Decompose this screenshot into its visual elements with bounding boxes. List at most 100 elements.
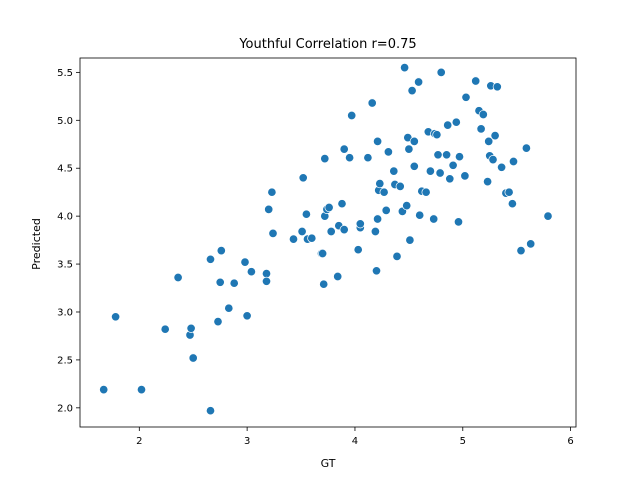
data-point [454,152,465,162]
data-point [516,246,526,256]
data-point [345,153,355,163]
data-point [370,226,380,237]
data-point [392,251,402,261]
y-axis-ticks: 2.0 2.5 3.0 3.5 4.0 4.5 5.0 5.5 [57,68,80,414]
data-point [436,67,446,77]
data-point [301,209,311,219]
data-point [432,130,442,140]
data-point [297,226,307,237]
data-point [111,312,121,322]
data-point [471,76,481,86]
data-points [99,63,553,416]
x-tick-label: 3 [244,436,250,447]
data-point [205,254,216,264]
data-point [324,202,334,213]
data-point [371,266,382,276]
y-tick-label: 2.0 [57,403,73,414]
data-point [215,277,225,287]
data-point [339,225,349,235]
data-point [400,63,410,73]
data-point [507,199,517,209]
data-point [367,98,377,108]
data-point [508,156,519,167]
data-point [188,353,198,363]
plot-frame [79,57,577,428]
data-point [442,150,452,160]
data-point [99,385,109,395]
x-axis-ticks: 2 3 4 5 6 [136,427,574,447]
data-point [355,219,365,229]
data-point [240,257,250,267]
data-point [483,177,493,187]
data-point [381,205,391,215]
data-point [373,214,383,224]
data-point [448,160,458,170]
data-point [267,187,277,197]
data-point [490,131,500,141]
data-point [264,204,274,214]
data-point [298,173,308,183]
data-point [414,77,424,87]
data-point [543,211,553,221]
data-point [375,179,385,189]
data-point [318,248,328,259]
data-point [425,166,435,176]
data-point [526,239,536,249]
data-point [186,323,196,333]
data-point [451,117,461,127]
data-point [484,136,494,146]
data-point [453,217,464,227]
data-point [488,155,498,165]
data-point [261,276,272,286]
data-point [320,154,330,164]
chart-title: Youthful Correlation r=0.75 [238,37,416,52]
y-tick-label: 5.0 [57,116,73,127]
data-point [339,144,349,154]
x-tick-label: 5 [460,436,466,447]
data-point [216,246,226,256]
data-point [268,228,278,238]
x-tick-label: 6 [567,436,573,447]
y-axis-label: Predicted [30,218,43,270]
data-point [288,234,299,244]
data-point [261,269,272,279]
data-point [497,162,507,172]
data-point [404,144,414,154]
data-point [246,267,256,277]
data-point [443,120,453,130]
data-point [136,385,147,395]
data-point [433,150,443,160]
data-point [337,199,347,209]
data-point [405,235,415,245]
data-point [415,210,425,220]
data-point [492,82,502,92]
data-point [353,245,363,255]
data-point [460,171,470,181]
data-point [476,124,486,134]
data-point [421,187,431,197]
y-tick-label: 2.5 [57,355,73,366]
data-point [429,214,439,224]
data-point [461,92,471,102]
data-point [445,174,455,184]
data-point [504,187,514,197]
y-tick-label: 4.5 [57,164,73,175]
data-point [395,181,405,191]
y-tick-label: 3.0 [57,307,73,318]
data-point [160,324,170,334]
y-tick-label: 5.5 [57,68,73,79]
data-point [347,110,357,121]
data-point [319,279,329,289]
data-point [402,201,412,211]
data-point [521,143,531,153]
data-point [389,166,399,176]
data-point [363,153,373,163]
x-tick-label: 2 [136,436,142,447]
data-point [229,278,239,288]
x-tick-label: 4 [352,436,358,447]
data-point [173,272,183,283]
data-point [409,136,419,146]
data-point [373,136,383,146]
y-tick-label: 4.0 [57,212,73,223]
